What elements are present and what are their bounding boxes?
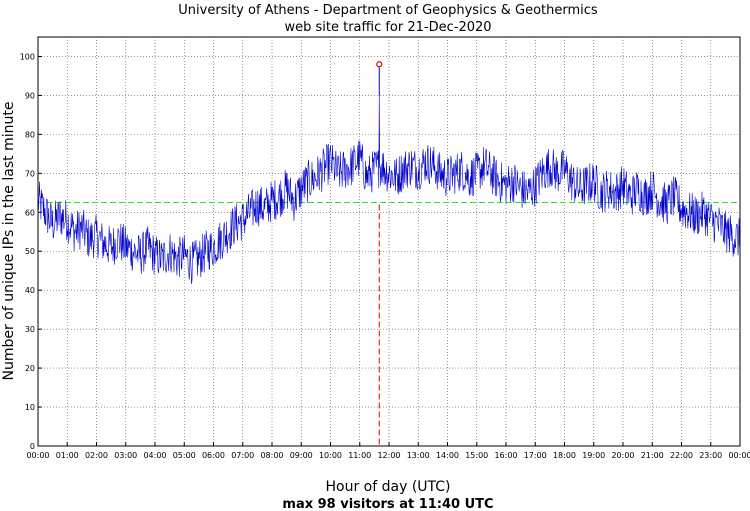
x-tick-label: 18:00 [553,451,576,460]
x-tick-label: 03:00 [114,451,137,460]
x-tick-label: 10:00 [319,451,342,460]
x-axis-label: Hour of day (UTC) [326,479,451,495]
series-line [37,95,740,285]
y-tick-label: 100 [20,52,35,61]
x-tick-label: 23:00 [699,451,722,460]
x-tick-label: 09:00 [290,451,313,460]
y-axis-label: Number of unique IPs in the last minute [1,102,17,381]
x-tick-label: 00:00 [26,451,49,460]
y-tick-label: 60 [25,208,35,217]
x-tick-label: 16:00 [494,451,517,460]
x-tick-label: 01:00 [56,451,79,460]
x-tick-label: 15:00 [465,451,488,460]
x-tick-label: 02:00 [85,451,108,460]
series-group [37,95,740,285]
max-point [376,61,383,68]
axis-ticks: 00:00 01:00 02:00 03:00 04:00 05:00 06:00 07:00… [20,52,750,460]
x-tick-label: 20:00 [611,451,634,460]
y-tick-label: 20 [25,364,35,373]
x-tick-label: 00:00 [728,451,750,460]
chart-title: University of Athens - Department of Geo… [178,3,598,18]
x-tick-label: 14:00 [436,451,459,460]
chart-subtitle: web site traffic for 21-Dec-2020 [284,20,491,35]
x-tick-label: 12:00 [377,451,400,460]
y-tick-label: 10 [25,403,35,412]
y-tick-label: 30 [25,325,35,334]
max-marker-group [376,61,383,446]
x-tick-label: 17:00 [524,451,547,460]
y-tick-label: 0 [30,442,35,451]
x-tick-label: 04:00 [143,451,166,460]
y-tick-label: 50 [25,247,35,256]
x-tick-label: 05:00 [173,451,196,460]
x-tick-label: 08:00 [260,451,283,460]
y-tick-label: 80 [25,130,35,139]
x-tick-label: 19:00 [582,451,605,460]
x-tick-label: 22:00 [670,451,693,460]
x-tick-label: 13:00 [407,451,430,460]
x-tick-label: 07:00 [231,451,254,460]
x-tick-label: 21:00 [641,451,664,460]
y-tick-label: 90 [25,91,35,100]
y-tick-label: 70 [25,169,35,178]
y-tick-label: 40 [25,286,35,295]
max-annotation: max 98 visitors at 11:40 UTC [282,497,493,511]
x-tick-label: 11:00 [348,451,371,460]
x-tick-label: 06:00 [202,451,225,460]
